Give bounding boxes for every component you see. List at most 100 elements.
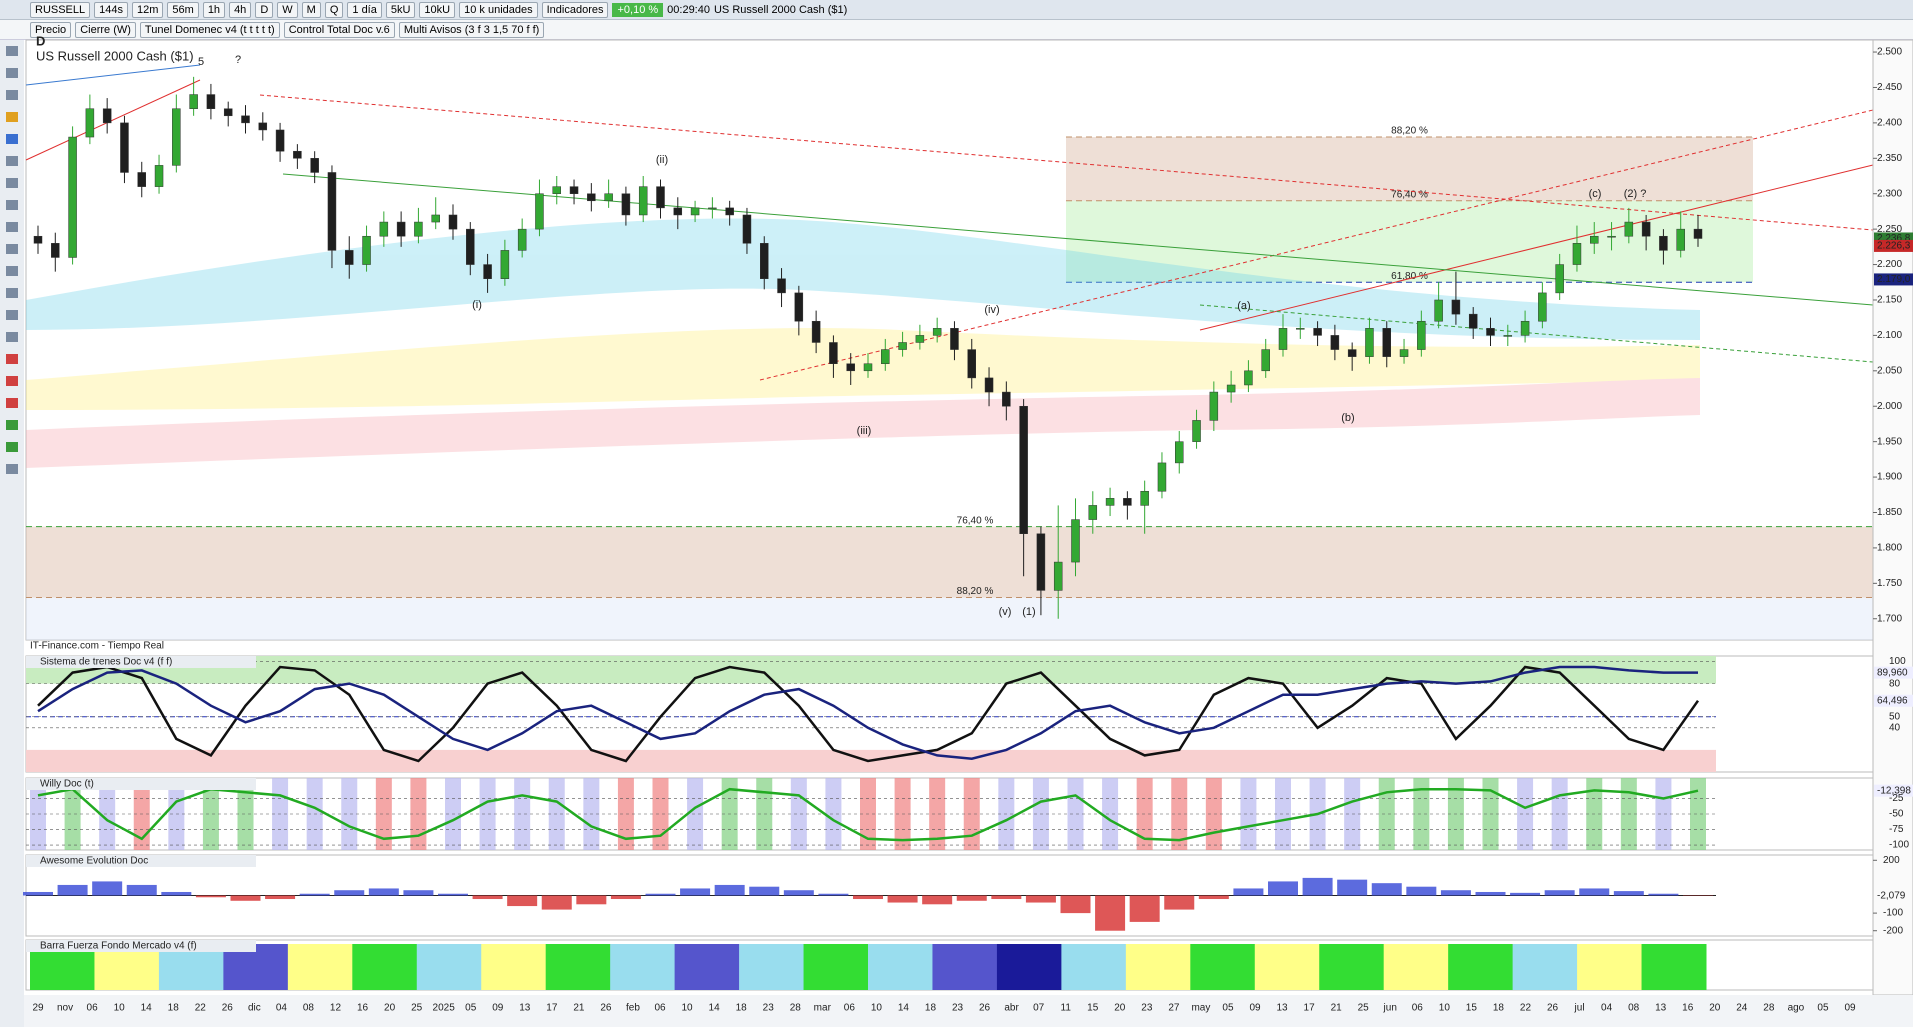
candle-body	[172, 108, 181, 166]
instrument-name: US Russell 2000 Cash ($1)	[713, 3, 848, 16]
state-segment	[481, 944, 547, 990]
x-tick-label: 05	[1222, 1003, 1234, 1014]
tool-icon[interactable]	[6, 68, 18, 78]
y-tick-label: 80	[1889, 678, 1901, 689]
candle-body	[293, 150, 302, 159]
histogram-bar	[1164, 895, 1195, 910]
units-button[interactable]: 10kU	[419, 1, 456, 18]
candle-body	[1624, 221, 1634, 237]
state-segment	[932, 944, 998, 990]
timeframe-button[interactable]: M	[301, 1, 321, 18]
indicator-chip[interactable]: Cierre (W)	[75, 21, 136, 38]
timeframe-button[interactable]: 4h	[229, 1, 252, 18]
indicator-chip[interactable]: Control Total Doc v.6	[283, 21, 395, 38]
state-stripe	[790, 778, 807, 850]
x-tick-label: nov	[57, 1003, 73, 1014]
timeframe-button[interactable]: 12m	[132, 1, 164, 18]
tool-icon[interactable]	[6, 442, 18, 452]
candle-body	[1503, 335, 1513, 337]
wave-label: (c)	[1589, 188, 1602, 200]
tool-icon[interactable]	[6, 222, 18, 232]
state-stripe	[1517, 778, 1534, 850]
state-stripe	[1413, 778, 1430, 850]
tool-icon[interactable]	[6, 420, 18, 430]
x-tick-label: 20	[1114, 1003, 1126, 1014]
state-segment	[416, 944, 482, 990]
panel-title-bg	[26, 656, 256, 668]
candle-body	[137, 172, 146, 187]
tool-icon[interactable]	[6, 288, 18, 298]
value-tag-label: 64,496	[1877, 695, 1908, 706]
timeframe-button[interactable]: D	[255, 1, 274, 18]
chart-title: US Russell 2000 Cash ($1)	[36, 48, 194, 63]
x-tick-label: 16	[1682, 1003, 1694, 1014]
fib-zone	[26, 526, 1873, 598]
indicators-menu[interactable]: Indicadores	[541, 1, 609, 18]
candle-body	[1468, 313, 1478, 329]
candle-body	[604, 193, 613, 202]
tool-icon[interactable]	[6, 244, 18, 254]
value-tag-label: 89,960	[1877, 667, 1908, 678]
candle-body	[552, 186, 561, 194]
candle-body	[85, 108, 95, 138]
histogram-bar	[368, 888, 399, 896]
tunnel-band	[26, 378, 1700, 468]
indicator-chip[interactable]: Tunel Domenec v4 (t t t t t)	[139, 21, 280, 38]
y-tick-label: -50	[1889, 809, 1904, 820]
tool-icon[interactable]	[6, 354, 18, 364]
tool-icon[interactable]	[6, 178, 18, 188]
tool-icon[interactable]	[6, 46, 18, 56]
tool-icon[interactable]	[6, 266, 18, 276]
x-tick-label: 07	[1033, 1003, 1045, 1014]
candle-body	[950, 328, 959, 350]
tool-icon[interactable]	[6, 134, 18, 144]
price-tag	[1874, 239, 1913, 252]
tool-icon[interactable]	[6, 398, 18, 408]
x-tick-label: 25	[411, 1003, 423, 1014]
timeframe-button[interactable]: Q	[324, 1, 344, 18]
histogram-bar	[783, 890, 814, 896]
histogram-bar	[1060, 895, 1091, 914]
tool-icon[interactable]	[6, 90, 18, 100]
units-menu[interactable]: 10 k unidades	[459, 1, 538, 18]
candle-body	[154, 165, 164, 187]
units-button[interactable]: 5kU	[385, 1, 416, 18]
candle-body	[362, 235, 371, 265]
indicator-chip[interactable]: Precio	[30, 21, 72, 38]
x-tick-label: mar	[814, 1003, 832, 1014]
candle-body	[310, 158, 319, 173]
x-tick-label: 26	[600, 1003, 612, 1014]
panel-title-bg	[26, 778, 256, 790]
x-tick-label: 04	[1601, 1003, 1613, 1014]
tool-icon[interactable]	[6, 464, 18, 474]
candle-body	[431, 214, 440, 223]
state-segment	[1512, 944, 1578, 990]
timeframe-button[interactable]: 1h	[202, 1, 226, 18]
timeframe-button[interactable]: 56m	[167, 1, 199, 18]
timeframe-button[interactable]: W	[277, 1, 298, 18]
timeframe-button[interactable]: 144s	[94, 1, 128, 18]
period-selector[interactable]: 1 día	[347, 1, 382, 18]
panel-title: Barra Fuerza Fondo Mercado v4 (f)	[40, 941, 197, 952]
histogram-bar	[403, 890, 434, 896]
tool-icon[interactable]	[6, 112, 18, 122]
x-tick-label: jul	[1574, 1003, 1585, 1014]
candle-body	[1330, 335, 1340, 350]
tool-icon[interactable]	[6, 332, 18, 342]
candle-body	[638, 186, 648, 216]
candle-body	[898, 342, 907, 350]
candle-body	[1088, 505, 1098, 520]
value-tag	[1874, 784, 1913, 797]
tool-icon[interactable]	[6, 200, 18, 210]
state-segment	[739, 944, 805, 990]
y-tick-label: 2.450	[1877, 82, 1902, 93]
candle-body	[345, 250, 354, 265]
symbol-selector[interactable]: RUSSELL	[30, 1, 91, 18]
tool-icon[interactable]	[6, 310, 18, 320]
tool-icon[interactable]	[6, 156, 18, 166]
x-tick-label: 22	[1520, 1003, 1532, 1014]
state-stripe	[1655, 778, 1672, 850]
background-layer: 88,20 % 76,40 % 61,80 % 76,40 % 88,20 %	[25, 39, 1874, 991]
tool-icon[interactable]	[6, 376, 18, 386]
indicator-chip[interactable]: Multi Avisos (3 f 3 1,5 70 f f)	[398, 21, 545, 38]
